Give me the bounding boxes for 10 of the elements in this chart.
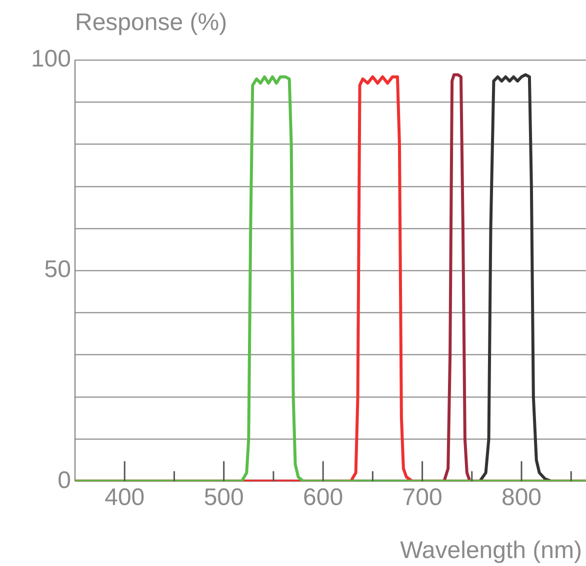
x-tick-label: 800 [501, 484, 542, 512]
x-tick-label: 600 [303, 484, 344, 512]
x-tick-label: 700 [402, 484, 442, 512]
y-axis-title: Response (%) [75, 9, 228, 36]
y-tick-label: 0 [58, 466, 71, 494]
x-tick-label: 400 [104, 484, 145, 512]
x-tick-label: 500 [204, 484, 244, 512]
x-axis-title: Wavelength (nm) [400, 537, 582, 564]
y-tick-label: 50 [44, 256, 71, 284]
y-tick-label: 100 [30, 46, 71, 73]
